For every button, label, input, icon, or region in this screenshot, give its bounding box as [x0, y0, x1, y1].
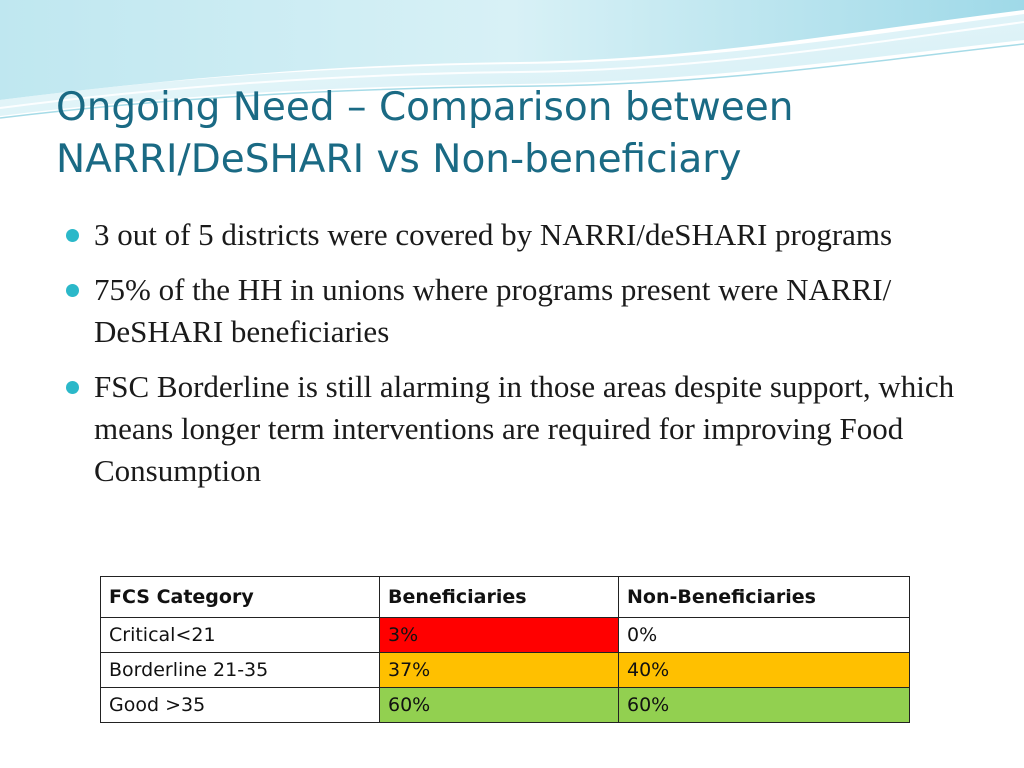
header-non-beneficiaries: Non-Beneficiaries — [618, 576, 910, 618]
bullet-dot-icon — [66, 381, 79, 394]
fcs-comparison-table: FCS Category Beneficiaries Non-Beneficia… — [100, 576, 910, 723]
table-header-row: FCS Category Beneficiaries Non-Beneficia… — [100, 576, 910, 618]
slide-title-line-1: Ongoing Need – Comparison between — [56, 85, 794, 130]
bullet-text: 3 out of 5 districts were covered by NAR… — [94, 217, 893, 252]
header-beneficiaries: Beneficiaries — [379, 576, 619, 618]
decorative-wave-header — [0, 0, 1024, 119]
slide-title-line-2: NARRI/DeSHARI vs Non-beneficiary — [56, 137, 742, 182]
cell-category: Borderline 21-35 — [100, 652, 380, 688]
table-row: Borderline 21-35 37% 40% — [100, 652, 910, 688]
header-fcs-category: FCS Category — [100, 576, 380, 618]
bullet-item: 3 out of 5 districts were covered by NAR… — [62, 214, 972, 256]
cell-non-beneficiaries: 40% — [618, 652, 910, 688]
cell-non-beneficiaries: 0% — [618, 617, 910, 653]
cell-beneficiaries: 3% — [379, 617, 619, 653]
table-row: Critical<21 3% 0% — [100, 617, 910, 653]
bullet-text: 75% of the HH in unions where programs p… — [94, 272, 892, 349]
cell-category: Good >35 — [100, 687, 380, 723]
cell-category: Critical<21 — [100, 617, 380, 653]
bullet-dot-icon — [66, 229, 79, 242]
cell-non-beneficiaries: 60% — [618, 687, 910, 723]
cell-beneficiaries: 37% — [379, 652, 619, 688]
bullet-item: 75% of the HH in unions where programs p… — [62, 269, 972, 353]
slide-title: Ongoing Need – Comparison between NARRI/… — [56, 82, 976, 186]
bullet-dot-icon — [66, 284, 79, 297]
bullet-list: 3 out of 5 districts were covered by NAR… — [62, 214, 972, 505]
bullet-text: FSC Borderline is still alarming in thos… — [94, 369, 955, 488]
table-row: Good >35 60% 60% — [100, 687, 910, 723]
bullet-item: FSC Borderline is still alarming in thos… — [62, 366, 972, 492]
cell-beneficiaries: 60% — [379, 687, 619, 723]
